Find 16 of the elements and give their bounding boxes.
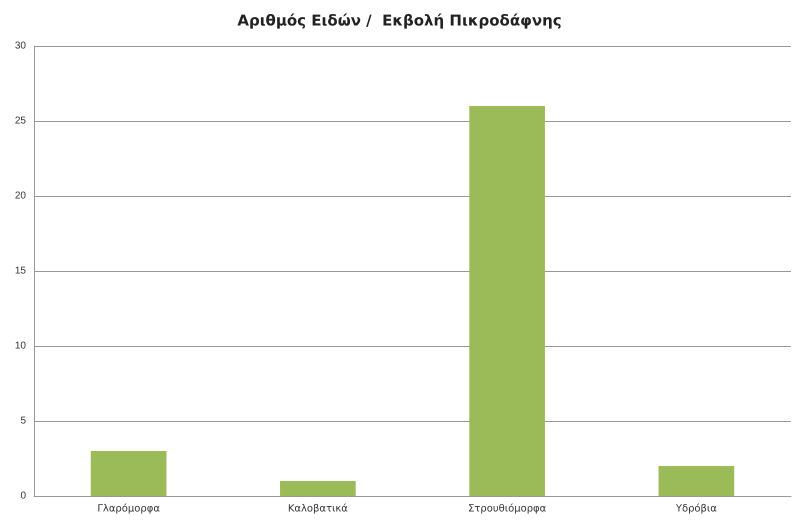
y-tick-label: 15 <box>14 266 26 276</box>
chart-title: Αριθμός Ειδών / Εκβολή Πικροδάφνης <box>237 12 562 30</box>
bar <box>658 466 734 496</box>
y-tick-label: 20 <box>14 190 26 202</box>
x-tick-label: Στρουθιόμορφα <box>468 504 547 514</box>
y-tick-label: 10 <box>14 340 26 352</box>
x-tick-label: Γλαρόμορφα <box>97 504 160 514</box>
y-tick-label: 0 <box>20 490 26 502</box>
bar <box>90 451 166 496</box>
x-tick-label: Υδρόβια <box>674 504 718 514</box>
bar <box>280 481 356 496</box>
bar <box>469 106 545 496</box>
y-tick-label: 30 <box>14 40 26 52</box>
x-tick-label: Καλοβατικά <box>288 504 348 514</box>
y-tick-label: 5 <box>20 416 26 426</box>
y-tick-label: 25 <box>14 116 26 126</box>
